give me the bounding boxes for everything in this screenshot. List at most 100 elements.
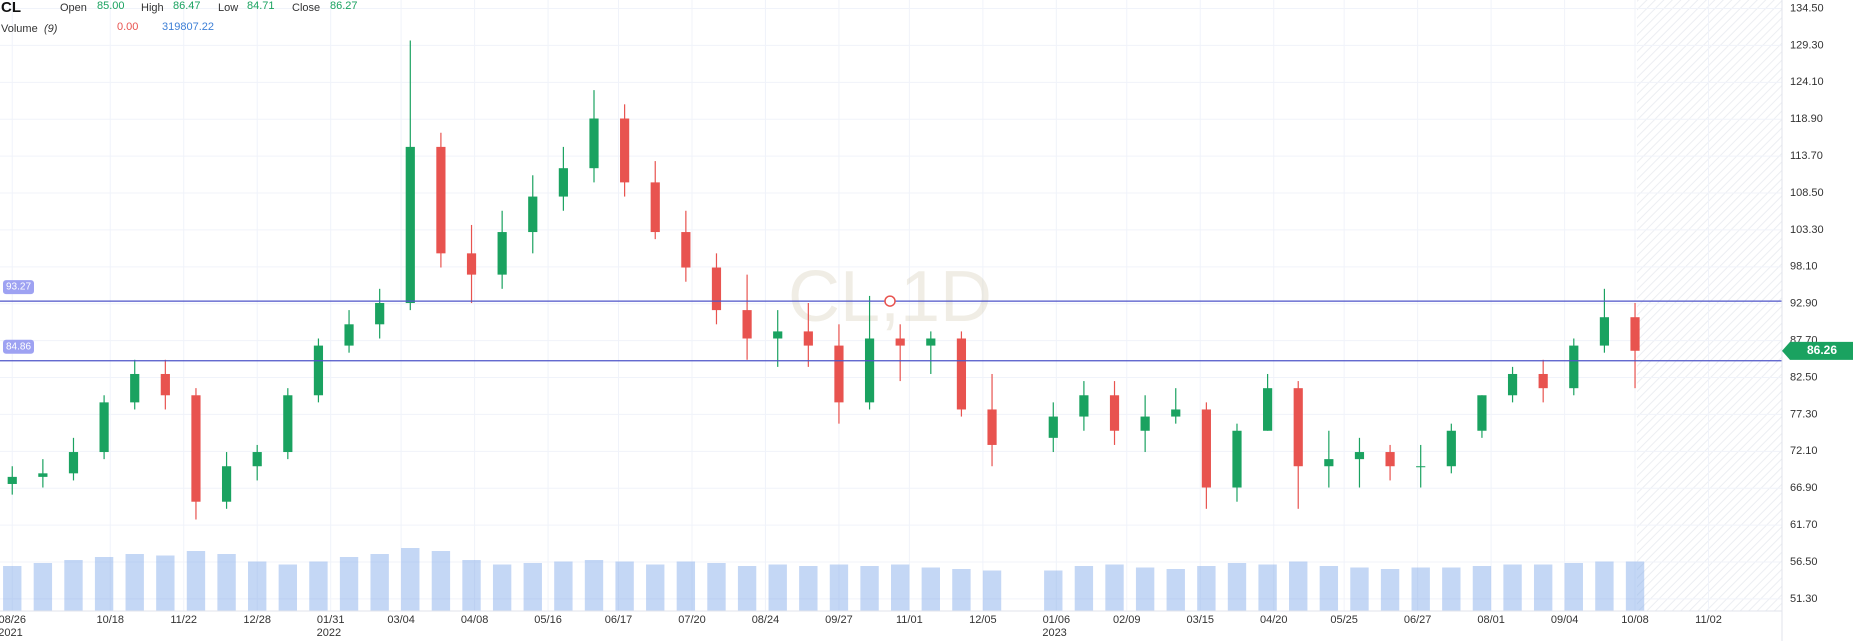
y-tick-label: 61.70: [1790, 519, 1818, 531]
x-tick-year: 2022: [317, 627, 341, 639]
candle-body: [1171, 409, 1181, 417]
volume-bar: [217, 554, 236, 611]
volume-bar: [768, 564, 787, 611]
volume-bar: [462, 560, 481, 611]
candle-body: [742, 310, 752, 339]
alert-marker: [884, 295, 896, 307]
y-tick-label: 92.90: [1790, 298, 1818, 310]
y-tick-label: 82.50: [1790, 371, 1818, 383]
candle-body: [1201, 409, 1211, 488]
future-area: [1637, 0, 1782, 611]
last-price-tag: [1782, 341, 1853, 360]
candle-body: [1385, 452, 1395, 467]
volume-bar: [1289, 561, 1308, 611]
candle-body: [7, 476, 17, 484]
volume-bar: [3, 566, 22, 611]
candle-body: [987, 409, 997, 445]
legend-value: 84.71: [247, 0, 275, 12]
volume-bar: [982, 570, 1002, 611]
candle-body: [773, 331, 783, 339]
x-tick-label: 04/08: [461, 614, 489, 626]
candle-body: [1048, 416, 1058, 438]
volume-bar: [33, 563, 53, 611]
volume-bar: [707, 563, 726, 611]
candle-body: [864, 338, 875, 403]
candle-body: [1416, 466, 1426, 468]
y-tick-label: 98.10: [1790, 261, 1818, 273]
last-price-label: 86.26: [1807, 343, 1837, 357]
volume-bar: [1166, 569, 1185, 611]
volume-bar: [339, 557, 359, 611]
candle-body: [711, 267, 722, 311]
x-tick-label: 08/24: [752, 614, 780, 626]
candle-body: [497, 232, 507, 275]
legend-label: Low: [218, 2, 238, 14]
volume-bar: [860, 566, 879, 611]
legend-value: 85.00: [97, 0, 125, 12]
y-tick-label: 113.70: [1790, 150, 1823, 162]
symbol: CL: [1, 0, 21, 16]
candle-body: [1232, 430, 1242, 488]
volume-bar: [248, 561, 267, 611]
x-tick-label: 01/06: [1043, 614, 1071, 626]
y-tick-label: 56.50: [1790, 556, 1818, 568]
volume-bar: [1442, 567, 1461, 611]
candle-body: [160, 373, 170, 396]
candle-body: [283, 395, 293, 453]
volume-bar: [1411, 567, 1430, 611]
legend-value: 86.47: [173, 0, 201, 12]
volume-bar: [1350, 567, 1369, 611]
x-tick-label: 02/09: [1113, 614, 1141, 626]
legend: CL Open 85.00 High 86.47 Low 84.71 Close…: [1, 0, 358, 35]
y-tick-label: 124.10: [1790, 76, 1824, 88]
candle-body: [405, 146, 415, 304]
candle-body: [252, 452, 262, 467]
volume-bar: [309, 561, 328, 611]
candle-body: [895, 338, 905, 346]
volume-bar: [94, 557, 114, 611]
x-tick-label: 11/02: [1695, 614, 1722, 626]
x-tick-label: 08/26: [0, 614, 26, 626]
volume-bar: [64, 560, 83, 611]
volume-bar: [401, 548, 420, 611]
volume-bar: [1227, 563, 1247, 611]
candle-body: [1538, 373, 1548, 389]
candle-body: [68, 452, 79, 474]
x-tick-label: 11/22: [170, 614, 197, 626]
legend-label: Open: [60, 2, 87, 14]
volume-bar: [186, 551, 206, 611]
volume-bar: [921, 567, 940, 611]
candle-body: [375, 303, 385, 325]
y-tick-label: 108.50: [1790, 187, 1824, 199]
volume-bar: [1044, 570, 1063, 611]
x-tick-label: 07/20: [678, 614, 706, 626]
x-tick-label: 06/27: [1404, 614, 1432, 626]
y-tick-label: 134.50: [1790, 2, 1824, 14]
volume-bar: [1197, 566, 1216, 611]
x-tick-label: 05/16: [534, 614, 562, 626]
y-tick-label: 77.30: [1790, 408, 1818, 420]
y-tick-label: 118.90: [1790, 113, 1823, 125]
x-tick-label: 01/31: [317, 614, 345, 626]
candle-body: [803, 331, 813, 346]
hline-label-box: [3, 280, 34, 295]
candle-body: [1293, 388, 1303, 467]
x-tick-label: 10/18: [96, 614, 124, 626]
candle-body: [313, 345, 324, 396]
candle-body: [650, 182, 660, 233]
volume-bar: [737, 566, 757, 611]
legend-value: 0.00: [117, 21, 138, 33]
candle-body: [1630, 317, 1640, 351]
candle-body: [1109, 395, 1120, 431]
volume-bar: [1074, 566, 1094, 611]
y-tick-label: 103.30: [1790, 224, 1824, 236]
candle-body: [1477, 395, 1487, 431]
volume-bar: [492, 564, 512, 611]
legend-value: 319807.22: [162, 21, 214, 33]
x-tick-label: 12/05: [969, 614, 997, 626]
volume-bar: [646, 564, 665, 611]
x-tick-label: 09/27: [825, 614, 853, 626]
legend-value: 86.27: [330, 0, 358, 12]
volume-bar: [431, 551, 451, 611]
